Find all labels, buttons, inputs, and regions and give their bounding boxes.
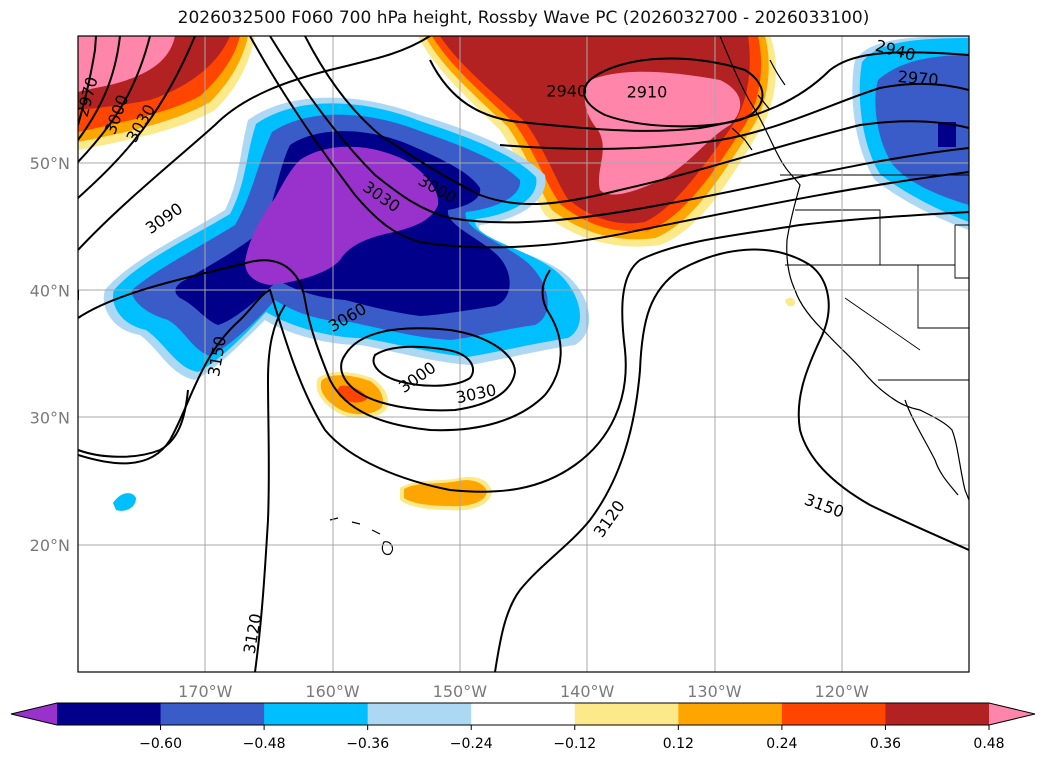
lon-tick-label: 140°W [560,682,615,701]
latitude-tick-labels: 20°N 30°N 40°N 50°N [30,154,70,555]
colorbar-segment [57,703,162,725]
contour-label-2910: 2910 [627,83,668,102]
contour-3030-low [340,327,517,412]
colorbar-extend-high [989,703,1035,725]
contour-3060-low [78,259,562,432]
lat-tick-label: 40°N [30,281,70,300]
colorbar-segment [574,703,679,725]
map-border [77,35,970,673]
lon-tick-label: 150°W [433,682,488,701]
colorbar-segment [781,703,886,725]
lat-tick-label: 20°N [30,536,70,555]
colorbar-tick-label: 0.48 [973,736,1004,752]
contour-3060 [78,36,969,249]
colorbar-tick-label: 0.36 [870,736,901,752]
lon-tick-label: 120°W [815,682,870,701]
contour-3120-south [254,304,286,672]
colorbar-tick-label: −0.36 [346,736,389,752]
longitude-tick-labels: 170°W 160°W 150°W 140°W 130°W 120°W [178,682,869,701]
colorbar-tick-label: 0.24 [766,736,797,752]
colorbar-segment [678,703,783,725]
contour-3000 [78,36,969,206]
colorbar: −0.60 −0.48 −0.36 −0.24 −0.12 0.12 0.24 0.36 0.4… [10,702,1036,752]
colorbar-tick-label: −0.12 [553,736,596,752]
colorbar-tick-label: −0.24 [450,736,493,752]
contour-label-2970: 2970 [897,67,939,89]
lat-tick-label: 30°N [30,409,70,428]
contour-2970-west [78,36,97,126]
hawaii-islands [329,517,394,555]
lon-tick-label: 170°W [178,682,233,701]
contour-2940 [429,51,969,132]
contour-2970-east [499,82,969,150]
lon-tick-label: 130°W [687,682,742,701]
colorbar-segment [471,703,576,725]
contour-3150 [78,248,969,672]
coastlines [329,36,969,555]
colorbar-segment [367,703,472,725]
colorbar-tick-label: 0.12 [663,736,694,752]
colorbar-segment [264,703,369,725]
height-contours [78,36,969,672]
colorbar-extend-low [11,703,57,725]
chart-title: 2026032500 F060 700 hPa height, Rossby W… [177,8,870,28]
contour-3000-low [372,345,475,387]
contour-3090 [78,36,431,251]
contour-3120 [78,211,969,493]
north-america-coast [719,36,969,501]
contour-3030 [78,36,969,224]
colorbar-tick-label: −0.48 [243,736,286,752]
gridlines [78,36,969,672]
lon-tick-label: 160°W [305,682,360,701]
colorbar-tick-label: −0.60 [139,736,182,752]
contour-label-2940: 2940 [546,81,587,100]
negative-anomaly-patch [113,493,136,511]
lat-tick-label: 50°N [30,154,70,173]
pc-shading [78,36,969,511]
state-borders [785,209,969,381]
colorbar-segment [885,703,990,725]
colorbar-segment [160,703,265,725]
